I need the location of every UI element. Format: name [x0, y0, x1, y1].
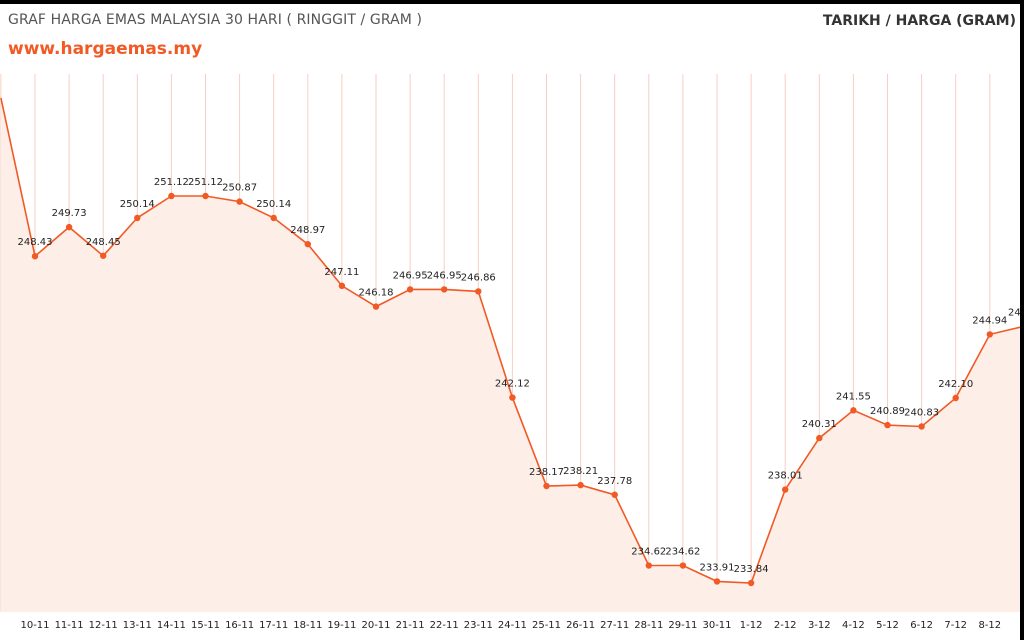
x-tick-label: 20-11	[361, 620, 390, 631]
value-label: 233.91	[700, 562, 735, 573]
x-tick-label: 14-11	[157, 620, 186, 631]
data-point[interactable]	[611, 491, 618, 498]
x-tick-label: 11-11	[55, 620, 84, 631]
x-tick-label: 17-11	[259, 620, 288, 631]
data-point[interactable]	[850, 407, 857, 414]
x-tick-label: 22-11	[430, 620, 459, 631]
data-point[interactable]	[372, 303, 380, 310]
value-label: 238.21	[563, 466, 598, 477]
x-tick-label: 19-11	[327, 620, 356, 631]
x-tick-label: 10-11	[20, 620, 49, 631]
x-tick-label: 13-11	[123, 620, 152, 631]
value-label: 238.01	[768, 471, 803, 482]
chart-title: GRAF HARGA EMAS MALAYSIA 30 HARI ( RINGG…	[8, 12, 423, 28]
x-tick-label: 8-12	[978, 620, 1001, 631]
data-point[interactable]	[202, 192, 209, 200]
data-point[interactable]	[304, 240, 311, 248]
value-label: 251.12	[188, 177, 223, 188]
value-label: 251.12	[154, 177, 189, 188]
data-point[interactable]	[406, 286, 414, 293]
x-tick-label: 7-12	[944, 620, 967, 631]
value-label: 246.95	[393, 270, 428, 281]
chart-frame: 248.43 249.73 248.45 250.14 251.12 251.12 250.…	[0, 4, 1024, 640]
x-tick-label: 29-11	[668, 620, 697, 631]
data-point[interactable]	[884, 421, 891, 429]
value-label: 250.14	[120, 199, 155, 210]
value-label: 246.18	[359, 288, 394, 299]
value-label: 240.31	[802, 419, 837, 430]
x-tick-label: 21-11	[396, 620, 425, 631]
data-point[interactable]	[986, 331, 993, 338]
screen-edge	[1020, 4, 1024, 640]
data-point[interactable]	[134, 214, 141, 222]
data-point[interactable]	[952, 394, 959, 402]
data-point[interactable]	[338, 282, 346, 290]
data-point[interactable]	[475, 288, 482, 295]
x-tick-label: 12-11	[89, 620, 118, 631]
data-point[interactable]	[31, 253, 39, 260]
data-point[interactable]	[747, 579, 755, 587]
x-tick-label: 16-11	[225, 620, 254, 631]
data-point[interactable]	[918, 423, 925, 430]
value-label: 248.43	[18, 237, 53, 248]
data-point[interactable]	[168, 192, 175, 200]
x-tick-label: 27-11	[600, 620, 629, 631]
data-points	[31, 192, 1024, 587]
x-tick-label: 3-12	[808, 620, 831, 631]
site-link[interactable]: www.hargaemas.my	[8, 39, 203, 59]
data-point[interactable]	[816, 434, 823, 442]
x-tick-label: 25-11	[532, 620, 561, 631]
data-point[interactable]	[782, 486, 789, 493]
x-tick-label: 4-12	[842, 620, 865, 631]
data-point[interactable]	[713, 578, 721, 585]
legend-label: TARIKH / HARGA (GRAM)	[822, 13, 1016, 29]
x-tick-label: 15-11	[191, 620, 220, 631]
value-label: 246.95	[427, 270, 462, 281]
price-area-fill	[0, 97, 1024, 612]
value-label: 241.55	[836, 391, 871, 402]
value-label: 249.73	[52, 208, 87, 219]
data-point[interactable]	[100, 252, 107, 259]
data-point[interactable]	[441, 286, 448, 293]
data-point[interactable]	[577, 481, 584, 489]
value-label: 250.87	[222, 183, 257, 194]
value-label: 246.86	[461, 272, 496, 283]
value-label: 237.78	[597, 476, 632, 487]
x-tick-label: 2-12	[774, 620, 797, 631]
x-tick-label: 5-12	[876, 620, 899, 631]
value-label: 233.84	[734, 564, 769, 575]
data-point[interactable]	[543, 482, 550, 490]
value-label: 240.89	[870, 406, 905, 417]
data-point[interactable]	[270, 214, 277, 222]
data-point[interactable]	[65, 223, 73, 231]
value-label: 238.17	[529, 467, 564, 478]
value-label: 248.97	[290, 225, 325, 236]
value-label: 240.83	[904, 407, 939, 418]
x-axis-labels: 10-11 11-11 12-11 13-11 14-11 15-11 16-11 17-11…	[20, 620, 1001, 631]
data-point[interactable]	[679, 562, 687, 569]
value-label-partial: 245	[1008, 307, 1024, 318]
value-label: 234.62	[665, 547, 700, 558]
x-tick-label: 23-11	[464, 620, 493, 631]
value-label: 250.14	[256, 199, 291, 210]
value-label: 242.12	[495, 379, 530, 390]
value-label: 234.62	[631, 547, 666, 558]
x-tick-label: 30-11	[702, 620, 731, 631]
value-label: 248.45	[86, 237, 121, 248]
x-tick-label: 18-11	[293, 620, 322, 631]
data-point[interactable]	[509, 394, 516, 401]
data-point[interactable]	[236, 198, 243, 205]
value-label: 242.10	[938, 379, 973, 390]
x-tick-label: 26-11	[566, 620, 595, 631]
x-tick-label: 6-12	[910, 620, 933, 631]
x-tick-label: 24-11	[498, 620, 527, 631]
data-point[interactable]	[645, 562, 652, 569]
x-tick-label: 1-12	[740, 620, 763, 631]
x-tick-label: 28-11	[634, 620, 663, 631]
value-label: 244.94	[972, 315, 1007, 326]
value-label: 247.11	[324, 267, 359, 278]
